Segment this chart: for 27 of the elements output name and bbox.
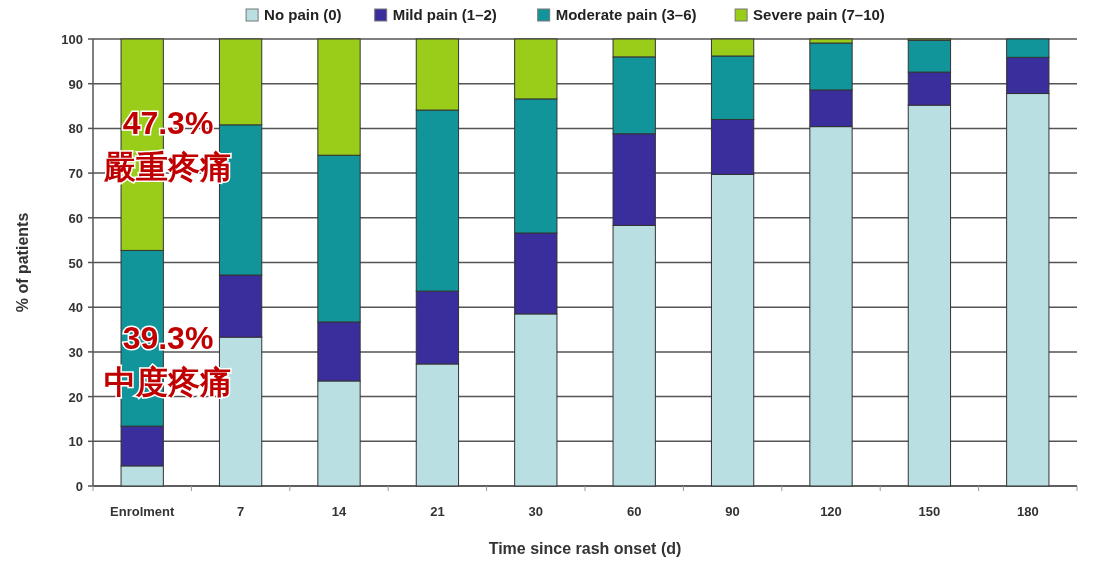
y-tick-label: 10	[68, 434, 83, 450]
x-tick-label: 7	[236, 504, 245, 519]
x-tick-label: 120	[820, 504, 842, 519]
legend-label: Mild pain (1–2)	[392, 6, 497, 23]
x-tick-label: 60	[626, 504, 642, 519]
legend-label: No pain (0)	[264, 6, 342, 23]
y-tick-label: 80	[68, 121, 83, 137]
y-tick-label: 30	[68, 344, 83, 360]
legend-label: Severe pain (7–10)	[753, 6, 885, 23]
y-tick-label: 40	[68, 300, 83, 316]
y-tick-label: 20	[68, 389, 83, 405]
legend-label: Moderate pain (3–6)	[555, 6, 697, 23]
x-axis-title: Time since rash onset (d)	[488, 540, 682, 557]
x-tick-label: 21	[430, 504, 445, 519]
y-tick-label: 70	[68, 166, 83, 182]
y-tick-label: 50	[68, 255, 83, 271]
y-tick-label: 60	[68, 210, 83, 226]
y-tick-label: 0	[75, 479, 83, 494]
x-tick-label: 150	[918, 504, 941, 519]
x-tick-label: 14	[331, 504, 347, 519]
y-tick-label: 90	[68, 76, 83, 92]
x-tick-label: 90	[725, 504, 740, 519]
y-tick-label: 100	[61, 32, 83, 47]
x-tick-label: 180	[1016, 504, 1039, 519]
x-tick-label: 30	[528, 504, 544, 519]
x-tick-label: Enrolment	[110, 504, 176, 519]
y-axis-title: % of patients	[14, 212, 31, 313]
